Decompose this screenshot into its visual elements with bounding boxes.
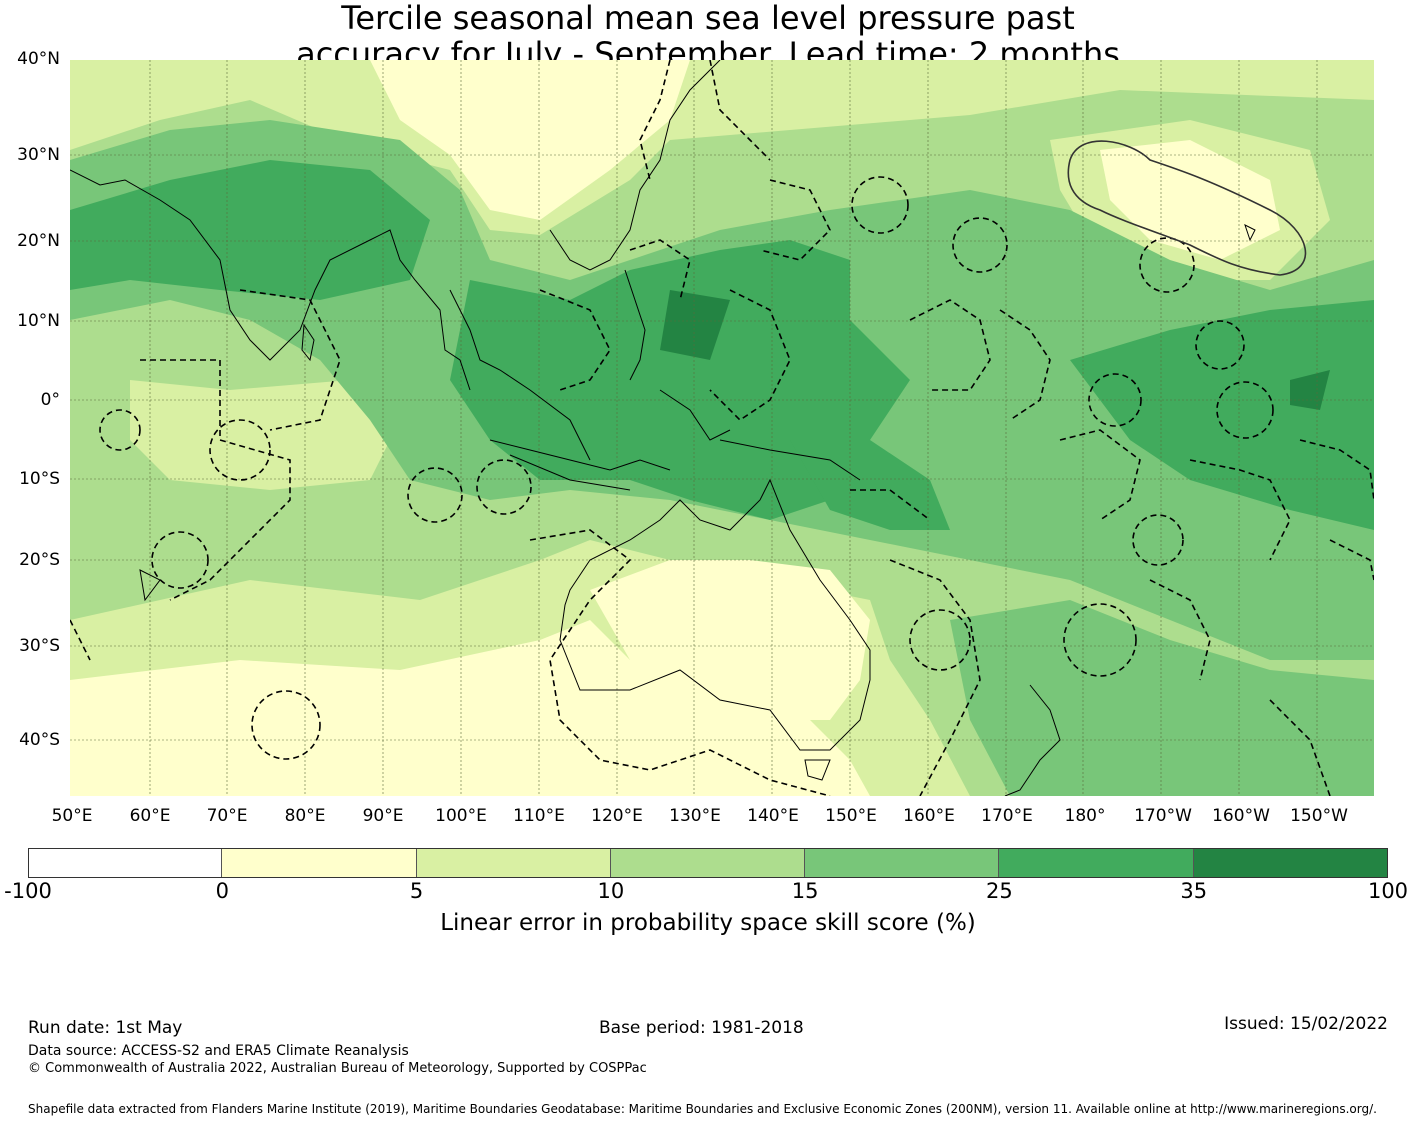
lon-label-180: 180° bbox=[1064, 806, 1106, 826]
graticule bbox=[70, 60, 1374, 796]
lon-label-50e: 50°E bbox=[51, 806, 93, 826]
lon-label-110e: 110°E bbox=[513, 806, 565, 826]
skill-map-canvas bbox=[70, 60, 1374, 796]
colorbar-tick-label: 35 bbox=[1180, 879, 1208, 903]
colorbar-segment bbox=[222, 848, 417, 878]
eez-boundaries bbox=[70, 60, 1374, 796]
lat-label-equator: 0° bbox=[40, 390, 60, 410]
colorbar-tick-label: 5 bbox=[409, 879, 424, 903]
colorbar-segment bbox=[999, 848, 1194, 878]
lon-label-170e: 170°E bbox=[981, 806, 1033, 826]
lat-label-20n: 20°N bbox=[17, 231, 60, 251]
colorbar-tick-label: 100 bbox=[1367, 879, 1409, 903]
skill-field-high bbox=[70, 160, 1374, 530]
lat-label-20s: 20°S bbox=[19, 550, 60, 570]
lat-label-10s: 10°S bbox=[19, 469, 60, 489]
colorbar-tick-label: 10 bbox=[597, 879, 625, 903]
colorbar-label: Linear error in probability space skill … bbox=[440, 910, 976, 936]
colorbar-tick-label: -100 bbox=[4, 879, 52, 903]
skill-field-low bbox=[70, 60, 1374, 796]
lon-label-170w: 170°W bbox=[1134, 806, 1192, 826]
data-source: Data source: ACCESS-S2 and ERA5 Climate … bbox=[28, 1043, 409, 1059]
lat-label-30n: 30°N bbox=[17, 145, 60, 165]
map-title: Tercile seasonal mean sea level pressure… bbox=[0, 0, 1416, 72]
colorbar-tick-label: 15 bbox=[791, 879, 819, 903]
lon-label-130e: 130°E bbox=[669, 806, 721, 826]
colorbar-segment bbox=[610, 848, 806, 878]
map-title-line1: Tercile seasonal mean sea level pressure… bbox=[341, 0, 1075, 37]
colorbar-segment bbox=[1193, 848, 1388, 878]
colorbar-segment bbox=[28, 848, 223, 878]
shapefile-credit: Shapefile data extracted from Flanders M… bbox=[28, 1102, 1377, 1116]
lon-label-150e: 150°E bbox=[825, 806, 877, 826]
lon-label-90e: 90°E bbox=[362, 806, 404, 826]
colorbar-tick-label: 25 bbox=[986, 879, 1013, 903]
lat-label-10n: 10°N bbox=[17, 311, 60, 331]
lon-label-160w: 160°W bbox=[1212, 806, 1270, 826]
coastlines bbox=[70, 60, 1256, 796]
colorbar-segment bbox=[416, 848, 611, 878]
lon-label-150w: 150°W bbox=[1290, 806, 1348, 826]
colorbar-segment bbox=[805, 848, 1000, 878]
colorbar bbox=[28, 848, 1388, 878]
issued-date: Issued: 15/02/2022 bbox=[1224, 1014, 1388, 1034]
base-period: Base period: 1981-2018 bbox=[599, 1018, 804, 1038]
lat-label-30s: 30°S bbox=[19, 636, 60, 656]
lat-label-40s: 40°S bbox=[19, 730, 60, 750]
lon-label-140e: 140°E bbox=[747, 806, 799, 826]
lon-label-80e: 80°E bbox=[284, 806, 326, 826]
run-date: Run date: 1st May bbox=[28, 1018, 183, 1038]
lon-label-100e: 100°E bbox=[435, 806, 487, 826]
lon-label-160e: 160°E bbox=[903, 806, 955, 826]
lon-label-60e: 60°E bbox=[129, 806, 171, 826]
lat-label-40n: 40°N bbox=[17, 49, 60, 69]
hawaii-eez-outline bbox=[1067, 140, 1307, 276]
lon-label-120e: 120°E bbox=[591, 806, 643, 826]
skill-map bbox=[70, 60, 1374, 796]
copyright: © Commonwealth of Australia 2022, Austra… bbox=[28, 1061, 647, 1076]
lon-label-70e: 70°E bbox=[206, 806, 248, 826]
colorbar-tick-label: 0 bbox=[215, 879, 229, 903]
